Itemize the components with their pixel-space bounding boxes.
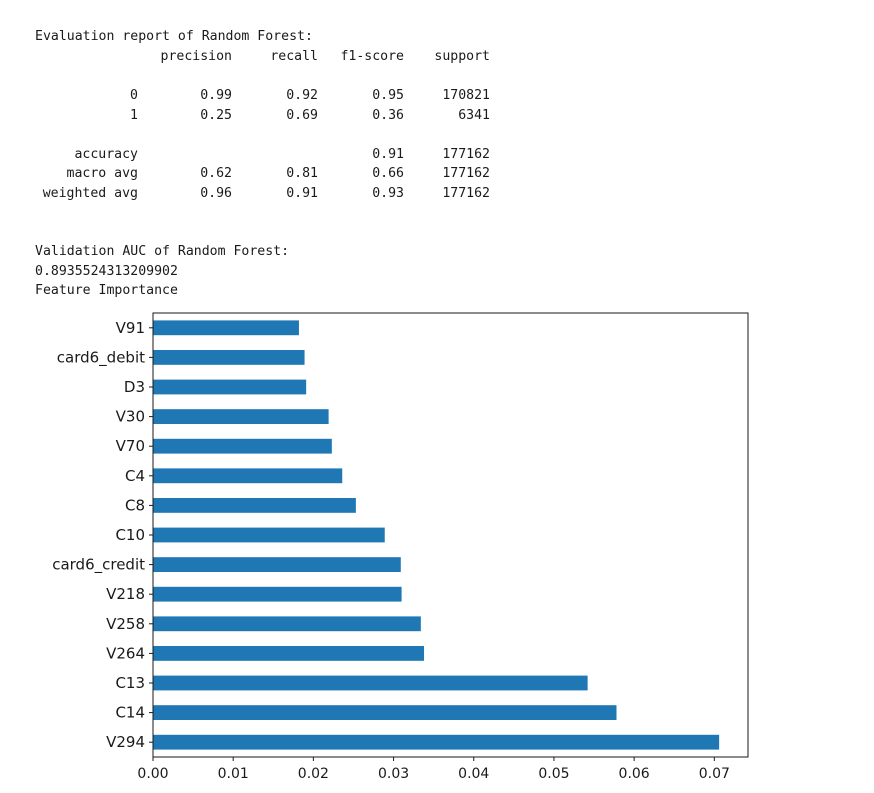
y-tick-label: C13: [115, 674, 145, 692]
y-tick-label: V264: [106, 644, 145, 662]
bar: [153, 586, 402, 602]
report-row: weighted avg 0.96 0.91 0.93 177162: [35, 184, 490, 204]
x-tick-label: 0.07: [699, 766, 730, 782]
bar: [153, 320, 299, 336]
y-tick-label: V294: [106, 733, 145, 751]
y-tick-label: card6_debit: [57, 348, 145, 367]
report-cell: 177162: [442, 185, 490, 201]
report-row-label: 0: [130, 88, 138, 103]
report-cell: 0.95: [372, 88, 404, 103]
bar: [153, 379, 307, 395]
report-cell: 177162: [442, 166, 490, 181]
x-tick-label: 0.05: [538, 766, 569, 782]
bar: [153, 616, 421, 632]
bar: [153, 350, 305, 365]
y-tick-label: V30: [116, 408, 145, 426]
report-cell: 0.62: [200, 166, 232, 181]
x-tick-label: 0.00: [137, 766, 168, 782]
x-tick-label: 0.06: [619, 766, 650, 782]
auc-title: Validation AUC of Random Forest:: [35, 244, 290, 259]
x-tick-label: 0.04: [458, 766, 489, 782]
y-tick-label: V218: [106, 585, 145, 603]
feature-importance-title: Feature Importance: [35, 283, 178, 298]
report-row: 0 0.99 0.92 0.95 170821: [35, 86, 490, 106]
report-row-label: macro avg: [66, 166, 138, 181]
bar: [153, 498, 356, 513]
bar: [153, 468, 343, 484]
y-tick-label: D3: [124, 378, 145, 396]
bar: [153, 646, 425, 661]
y-tick-label: card6_credit: [52, 556, 145, 575]
report-header-cell: support: [434, 49, 490, 64]
report-row: 1 0.25 0.69 0.36 6341: [35, 106, 490, 126]
report-row-label: accuracy: [74, 146, 138, 162]
report-cell: 0.81: [286, 166, 318, 181]
bar: [153, 527, 385, 543]
report-header-cell: recall: [270, 49, 318, 64]
report-cell: 0.25: [200, 107, 232, 123]
bar: [153, 675, 588, 691]
report-row-label: 1: [130, 107, 138, 123]
report-cell: 0.93: [372, 185, 404, 201]
report-cell: 177162: [442, 146, 490, 162]
report-header-row: precision recall f1-score support: [35, 47, 490, 67]
report-cell: 6341: [458, 107, 490, 123]
bar: [153, 705, 617, 720]
x-tick-label: 0.03: [378, 766, 409, 782]
report-header-cell: f1-score: [340, 49, 404, 64]
report-row: macro avg 0.62 0.81 0.66 177162: [35, 164, 490, 184]
report-title: Evaluation report of Random Forest:: [35, 29, 313, 44]
auc-value: 0.8935524313209902: [35, 264, 178, 279]
y-tick-label: C14: [115, 704, 145, 722]
bar: [153, 734, 720, 750]
y-tick-label: C10: [115, 526, 145, 544]
report-cell: 0.66: [372, 166, 404, 181]
report-cell: 0.91: [286, 185, 318, 201]
report-row: accuracy 0.91 177162: [35, 145, 490, 165]
bar: [153, 409, 329, 424]
y-tick-label: V258: [106, 615, 145, 633]
x-tick-label: 0.01: [218, 766, 249, 782]
report-header-cell: precision: [160, 49, 232, 64]
bar: [153, 438, 332, 454]
x-tick-label: 0.02: [298, 766, 329, 782]
report-cell: 0.91: [372, 146, 404, 162]
report-cell: 170821: [442, 88, 490, 103]
y-tick-label: C8: [125, 496, 145, 514]
y-tick-label: C4: [125, 467, 145, 485]
y-tick-label: V70: [116, 437, 145, 455]
report-cell: 0.92: [286, 88, 318, 103]
report-cell: 0.96: [200, 185, 232, 201]
report-cell: 0.99: [200, 88, 232, 103]
report-cell: 0.69: [286, 107, 318, 123]
bar: [153, 557, 401, 572]
report-row-label: weighted avg: [42, 185, 138, 201]
y-tick-label: V91: [116, 319, 145, 337]
report-cell: 0.36: [372, 107, 404, 123]
classification-report-table: precision recall f1-score support 0 0.99 0.92 0…: [35, 47, 490, 203]
plot-frame: [152, 312, 749, 758]
